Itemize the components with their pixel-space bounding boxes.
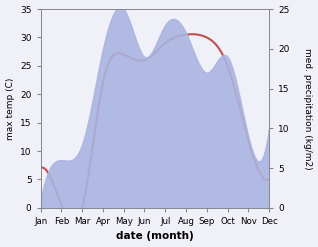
Y-axis label: med. precipitation (kg/m2): med. precipitation (kg/m2)	[303, 48, 313, 169]
X-axis label: date (month): date (month)	[116, 231, 194, 242]
Y-axis label: max temp (C): max temp (C)	[5, 77, 15, 140]
